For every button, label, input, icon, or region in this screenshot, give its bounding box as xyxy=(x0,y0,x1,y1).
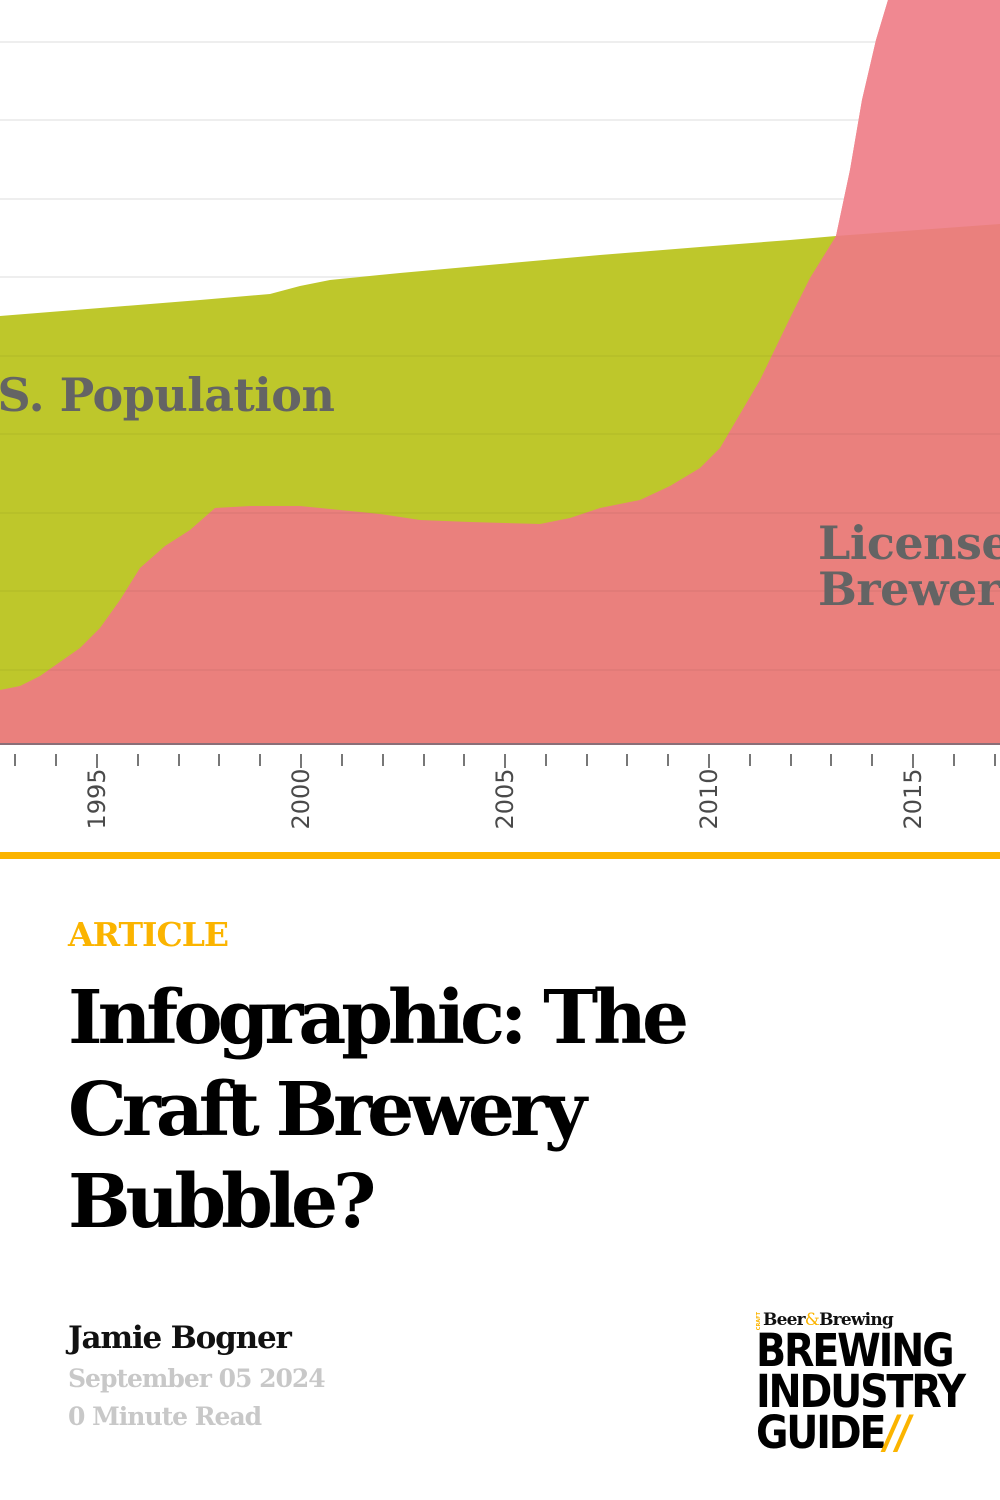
breweries-upper-area xyxy=(836,0,1000,236)
logo-beer-text: Beer xyxy=(763,1310,806,1330)
brewing-industry-guide-logo[interactable]: CRAFT Beer&Brewing BREWING INDUSTRY GUID… xyxy=(756,1306,976,1455)
population-series-label: .S. Population xyxy=(0,368,335,422)
article-kicker: ARTICLE xyxy=(68,915,229,954)
breweries-label-line1: License xyxy=(818,516,1000,570)
logo-line-guide: GUIDE// xyxy=(756,1410,950,1455)
area-chart xyxy=(0,0,1000,768)
breweries-area xyxy=(0,0,1000,743)
logo-line-brewing: BREWING xyxy=(756,1324,955,1377)
logo-magazine-name: Beer&Brewing xyxy=(763,1310,894,1330)
hero-chart-image: .S. Population License Brewer 1995 2000 … xyxy=(0,0,1000,830)
x-tick-2005: 2005 xyxy=(491,768,519,830)
x-tick-2010: 2010 xyxy=(695,768,723,830)
publish-date: September 05 2024 xyxy=(68,1364,326,1393)
logo-line-industry: INDUSTRY xyxy=(756,1365,966,1418)
logo-slashes-icon: // xyxy=(884,1406,911,1459)
x-tick-2000: 2000 xyxy=(287,768,315,830)
x-tick-2015: 2015 xyxy=(899,768,927,830)
breweries-series-label: License Brewer xyxy=(818,520,1000,612)
logo-guide-text: GUIDE xyxy=(756,1406,887,1459)
logo-ampersand: & xyxy=(804,1310,820,1330)
byline: Jamie Bogner September 05 2024 0 Minute … xyxy=(68,1316,326,1436)
logo-brewing-text: Brewing xyxy=(819,1310,894,1330)
author-name[interactable]: Jamie Bogner xyxy=(68,1320,292,1356)
breweries-label-line2: Brewer xyxy=(818,562,1000,616)
article-title[interactable]: Infographic: The Craft Brewery Bubble? xyxy=(68,975,689,1245)
accent-divider xyxy=(0,852,1000,859)
x-tick-1995: 1995 xyxy=(83,768,111,830)
x-axis-ticks xyxy=(14,754,996,768)
magazine-wordmark: CRAFT Beer&Brewing xyxy=(756,1306,976,1330)
read-time: 0 Minute Read xyxy=(68,1402,262,1431)
article-header: ARTICLE Infographic: The Craft Brewery B… xyxy=(68,912,928,1248)
